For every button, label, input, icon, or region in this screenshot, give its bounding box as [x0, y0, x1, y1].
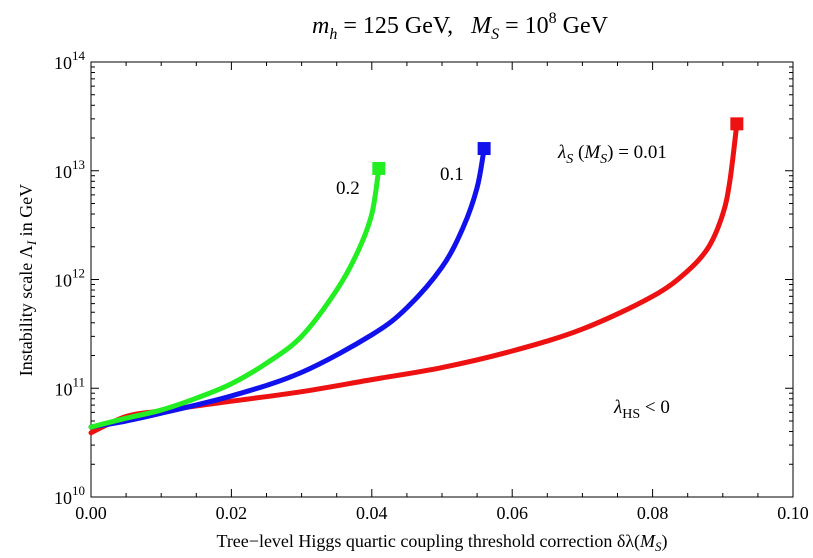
y-tick-label: 1014: [54, 48, 86, 73]
y-tick-label: 1012: [54, 266, 85, 291]
y-tick-label: 1010: [54, 483, 85, 508]
annotation-lambda-hs-rest: < 0: [640, 397, 670, 418]
x-axis-title-text: Tree−level Higgs quartic coupling thresh…: [216, 531, 640, 552]
x-axis-title: Tree−level Higgs quartic coupling thresh…: [216, 531, 667, 554]
x-tick-label: 0.06: [496, 503, 528, 523]
annotation-lambda-s: λS (MS) = 0.01: [557, 142, 667, 167]
axis-ticks: [90, 61, 794, 498]
x-tick-label: 0.08: [637, 503, 669, 523]
annotation-label-0-2: 0.2: [336, 178, 360, 199]
annotation-label-0-1: 0.1: [440, 164, 464, 185]
y-tick-label: 1011: [54, 374, 85, 399]
y-axis-title-post: in GeV: [16, 184, 36, 241]
x-tick-labels: 0.00 0.02 0.04 0.06 0.08 0.10: [75, 503, 809, 523]
x-axis-title-var: M: [639, 531, 656, 551]
title-mh-sub: h: [329, 26, 337, 43]
chart-title: mh = 125 GeV, MS = 108 GeV: [312, 10, 609, 43]
title-ms-sub: S: [491, 26, 499, 43]
x-tick-label: 0.10: [777, 503, 809, 523]
title-ms-exp: 8: [549, 10, 557, 27]
x-axis-title-sub: S: [655, 539, 662, 554]
annotation-lambda-s-open: (: [573, 142, 584, 163]
title-ms-var: M: [470, 13, 493, 39]
y-axis-title: Instability scale ΛI in GeV: [16, 184, 39, 376]
series-endpoint-marker-0.2: [372, 161, 386, 175]
annotation-lambda-s-sub: S: [566, 152, 573, 167]
x-tick-label: 0.02: [216, 503, 248, 523]
series-layer: [88, 117, 744, 436]
x-axis-title-close: ): [662, 531, 668, 552]
annotation-lambda-hs: λHS < 0: [613, 397, 670, 422]
title-ms-unit: GeV: [557, 13, 609, 39]
y-tick-label: 1013: [54, 157, 85, 182]
title-mh-rest: = 125 GeV,: [337, 13, 471, 39]
plot-frame: [90, 61, 794, 498]
x-tick-label: 0.04: [356, 503, 388, 523]
annotation-lambda-s-var: M: [583, 142, 601, 163]
annotation-lambda-hs-sub: HS: [622, 407, 640, 422]
annotation-lambda-s-var-sub: S: [600, 152, 607, 167]
title-ms-rest: = 10: [499, 13, 549, 39]
y-tick-labels: 1010 1011 1012 1013 1014: [54, 48, 86, 508]
series-line-0.1: [88, 146, 487, 430]
y-axis-title-pre: Instability scale Λ: [16, 245, 36, 376]
annotation-lambda-s-symbol: λ: [557, 142, 566, 163]
series-line-0.2: [88, 165, 382, 430]
series-endpoint-marker-0.01: [730, 117, 744, 131]
annotation-lambda-s-rest: ) = 0.01: [607, 142, 667, 163]
y-axis-title-sub: I: [24, 240, 39, 246]
title-mh-var: m: [312, 13, 329, 39]
series-endpoint-marker-0.1: [477, 142, 491, 156]
series-line-0.01: [88, 121, 740, 436]
x-tick-label: 0.00: [75, 503, 107, 523]
annotation-lambda-hs-symbol: λ: [613, 397, 622, 418]
